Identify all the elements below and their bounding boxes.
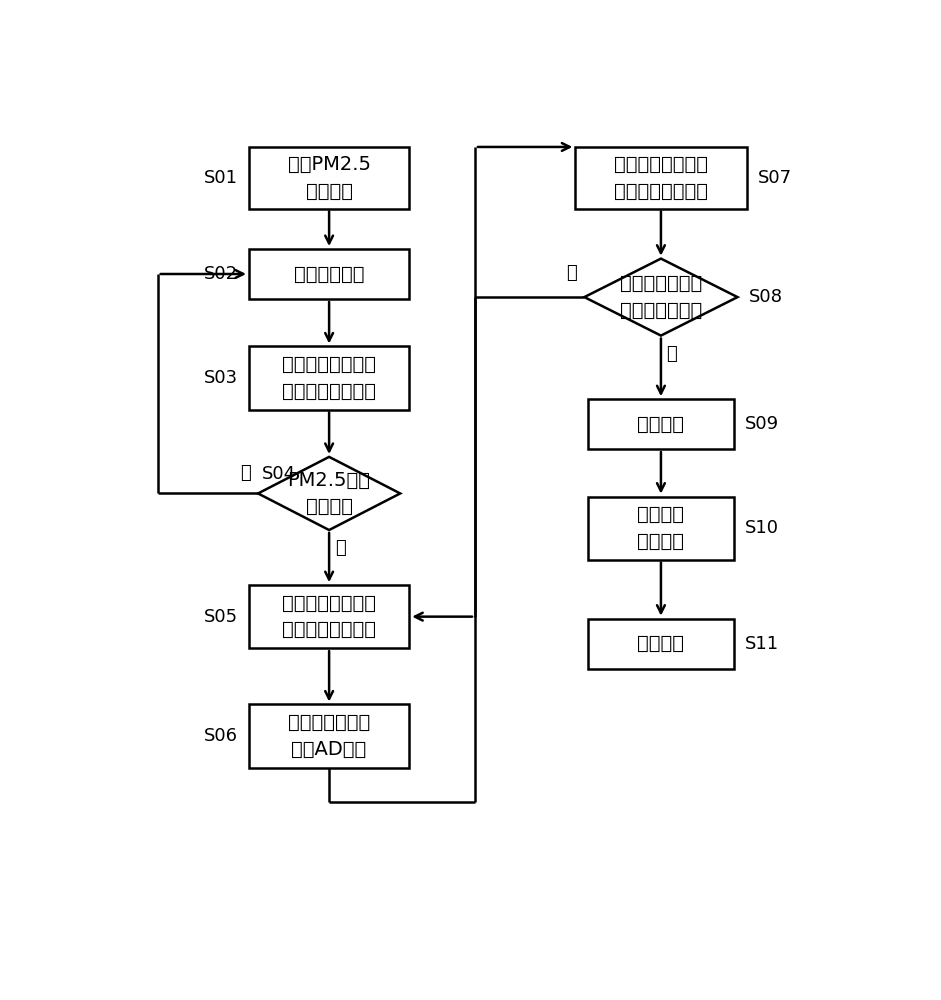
Polygon shape: [258, 457, 400, 530]
Text: 实际车距是否小
于实时安全车距: 实际车距是否小 于实时安全车距: [620, 274, 702, 320]
FancyBboxPatch shape: [588, 619, 734, 669]
Text: S02: S02: [204, 265, 238, 283]
FancyBboxPatch shape: [248, 249, 409, 299]
FancyBboxPatch shape: [248, 346, 409, 410]
Text: S09: S09: [744, 415, 779, 433]
Text: S07: S07: [758, 169, 791, 187]
Text: 获取车距信息以及
当前车辆速度信息: 获取车距信息以及 当前车辆速度信息: [282, 594, 376, 639]
Text: 提取最新信息: 提取最新信息: [294, 264, 364, 284]
FancyBboxPatch shape: [248, 585, 409, 648]
Text: S11: S11: [744, 635, 779, 653]
Polygon shape: [584, 259, 738, 336]
Text: 否: 否: [566, 264, 577, 282]
Text: 是: 是: [335, 539, 345, 557]
FancyBboxPatch shape: [575, 147, 746, 209]
FancyBboxPatch shape: [588, 399, 734, 449]
Text: PM2.5浓度
是否超标: PM2.5浓度 是否超标: [288, 471, 371, 516]
Text: S08: S08: [748, 288, 783, 306]
FancyBboxPatch shape: [248, 704, 409, 768]
FancyBboxPatch shape: [248, 147, 409, 209]
Text: 获取PM2.5
浓度信息: 获取PM2.5 浓度信息: [288, 155, 371, 200]
Text: S05: S05: [204, 608, 238, 626]
Text: 蜂鸣器响
警示灯亮: 蜂鸣器响 警示灯亮: [637, 505, 684, 551]
Text: 是: 是: [666, 345, 678, 363]
Text: 开始预警: 开始预警: [637, 415, 684, 434]
Text: S01: S01: [204, 169, 238, 187]
Text: S10: S10: [744, 519, 779, 537]
Text: 界定地面摩擦系数
计算实时安全车距: 界定地面摩擦系数 计算实时安全车距: [614, 155, 708, 200]
Text: S06: S06: [204, 727, 238, 745]
Text: 对上述信息数据
进行AD转换: 对上述信息数据 进行AD转换: [288, 713, 370, 759]
Text: S03: S03: [204, 369, 238, 387]
Text: 退出预警: 退出预警: [637, 634, 684, 653]
Text: S04: S04: [262, 465, 295, 483]
FancyBboxPatch shape: [588, 497, 734, 560]
Text: 信息数据预处理后
与标准浓度相比较: 信息数据预处理后 与标准浓度相比较: [282, 355, 376, 401]
Text: 否: 否: [240, 464, 250, 482]
